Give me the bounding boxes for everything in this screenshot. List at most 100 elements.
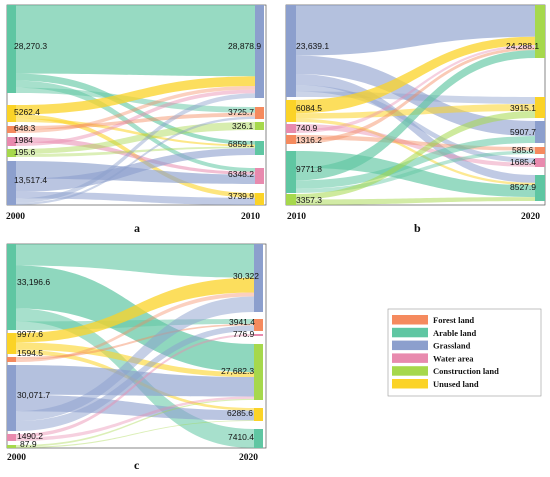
node-label-left-forest: 1594.5: [17, 348, 43, 358]
flow-construction-to-construction: [16, 398, 254, 447]
flow-unused-to-arable: [16, 118, 255, 147]
legend-swatch-water: [392, 353, 428, 363]
flow-grassland-to-grassland: [16, 93, 255, 203]
flow-forest-to-grassland: [16, 292, 254, 362]
node-label-left-construction: 3357.3: [296, 195, 322, 205]
year-left: 2000: [6, 212, 25, 222]
year-right: 2020: [521, 212, 540, 222]
node-label-left-grassland: 13,517.4: [14, 175, 47, 185]
node-right-forest: [255, 107, 264, 119]
node-left-grassland: [286, 5, 296, 97]
year-left: 2010: [287, 212, 306, 222]
node-right-grassland: [254, 244, 263, 312]
legend-swatch-forest: [392, 315, 428, 325]
flow-grassland-to-water: [296, 85, 535, 163]
flow-unused-to-construction: [296, 36, 535, 114]
node-label-right-construction: 326.1: [232, 121, 254, 131]
flow-water-to-water: [296, 124, 535, 167]
flow-arable-to-forest: [296, 150, 535, 193]
node-label-left-unused: 9977.6: [17, 329, 43, 339]
node-label-right-forest: 3725.7: [228, 107, 254, 117]
node-left-water: [7, 137, 16, 146]
flow-water-to-water: [16, 137, 255, 175]
node-label-left-grassland: 30,071.7: [17, 390, 50, 400]
flow-grassland-to-arable: [16, 148, 255, 192]
node-right-construction: [535, 5, 545, 58]
node-left-forest: [7, 357, 16, 362]
flow-forest-to-construction: [296, 47, 535, 145]
legend-label-arable: Arable land: [433, 328, 476, 338]
flow-grassland-to-arable: [296, 74, 535, 183]
node-label-left-construction: 87.9: [20, 439, 37, 449]
node-right-arable: [255, 141, 264, 155]
node-right-grassland: [255, 5, 264, 98]
node-label-right-grassland: 30,322: [233, 271, 259, 281]
flow-arable-to-arable: [16, 73, 255, 145]
node-label-left-water: 740.9: [296, 123, 318, 133]
year-left: 2000: [7, 453, 26, 463]
node-label-right-unused: 6285.6: [227, 408, 253, 418]
flow-arable-to-construction: [296, 50, 535, 181]
legend-label-water: Water area: [433, 353, 474, 363]
flow-arable-to-forest: [16, 87, 255, 113]
node-right-construction: [255, 122, 264, 130]
flow-unused-to-grassland: [16, 277, 254, 343]
node-label-right-arable: 8527.9: [510, 182, 536, 192]
legend-swatch-construction: [392, 366, 428, 376]
flow-arable-to-grassland: [296, 136, 535, 189]
legend-label-forest: Forest land: [433, 315, 474, 325]
node-left-water: [286, 124, 296, 133]
flow-construction-to-unused: [16, 420, 254, 448]
flow-ribbons: [16, 5, 255, 205]
legend-swatch-arable: [392, 327, 428, 338]
node-label-right-forest: 585.6: [512, 145, 534, 155]
flow-forest-to-forest: [16, 112, 255, 130]
node-right-water: [255, 168, 264, 184]
node-label-left-water: 1490.2: [17, 431, 43, 441]
flow-forest-to-grassland: [16, 86, 255, 133]
flow-forest-to-forest: [16, 323, 254, 360]
flow-grassland-to-grassland: [296, 55, 535, 137]
sankey-panel-a: 28,270.3 5262.4 648.3 1984 195.6 13,517.4 28,8…: [6, 4, 267, 235]
flow-grassland-to-unused: [16, 191, 255, 205]
node-left-arable: [286, 151, 296, 193]
node-label-right-forest: 3941.4: [229, 317, 255, 327]
flow-water-to-water: [16, 334, 254, 438]
node-right-unused: [535, 97, 545, 118]
node-label-left-arable: 28,270.3: [14, 41, 47, 51]
node-label-right-grassland: 28,878.9: [228, 41, 261, 51]
node-left-construction: [286, 194, 296, 205]
node-label-right-grassland: 5907.7: [510, 127, 536, 137]
flow-construction-to-construction: [16, 122, 255, 154]
node-right-water: [535, 158, 545, 167]
node-left-unused: [286, 100, 296, 122]
node-right-unused: [254, 408, 263, 421]
flow-construction-to-unused: [296, 111, 535, 200]
flow-unused-to-grassland: [16, 76, 255, 115]
node-left-unused: [7, 105, 16, 122]
node-label-left-unused: 5262.4: [14, 107, 40, 117]
flow-arable-to-water: [16, 80, 255, 172]
panel-letter: c: [134, 458, 140, 472]
legend-label-construction: Construction land: [433, 366, 499, 376]
node-label-right-construction: 24,288.1: [506, 41, 539, 51]
node-label-right-unused: 3915.1: [510, 103, 536, 113]
node-right-arable: [535, 175, 545, 201]
node-label-left-water: 1984: [14, 135, 33, 145]
node-label-left-forest: 648.3: [14, 123, 36, 133]
flow-ribbons: [16, 244, 254, 448]
flow-grassland-to-construction: [296, 5, 535, 56]
node-left-construction: [7, 445, 16, 448]
node-left-arable: [7, 5, 16, 93]
node-right-arable: [254, 429, 263, 448]
node-label-right-water: 1685.4: [510, 157, 536, 167]
node-right-grassland: [535, 121, 545, 143]
node-label-right-arable: 6859.1: [228, 139, 254, 149]
legend-label-grassland: Grassland: [433, 341, 471, 351]
year-right: 2020: [239, 453, 258, 463]
flow-water-to-construction: [16, 396, 254, 441]
flow-grassland-to-forest: [16, 325, 254, 431]
node-right-construction: [254, 344, 263, 400]
node-label-right-unused: 3739.9: [228, 191, 254, 201]
